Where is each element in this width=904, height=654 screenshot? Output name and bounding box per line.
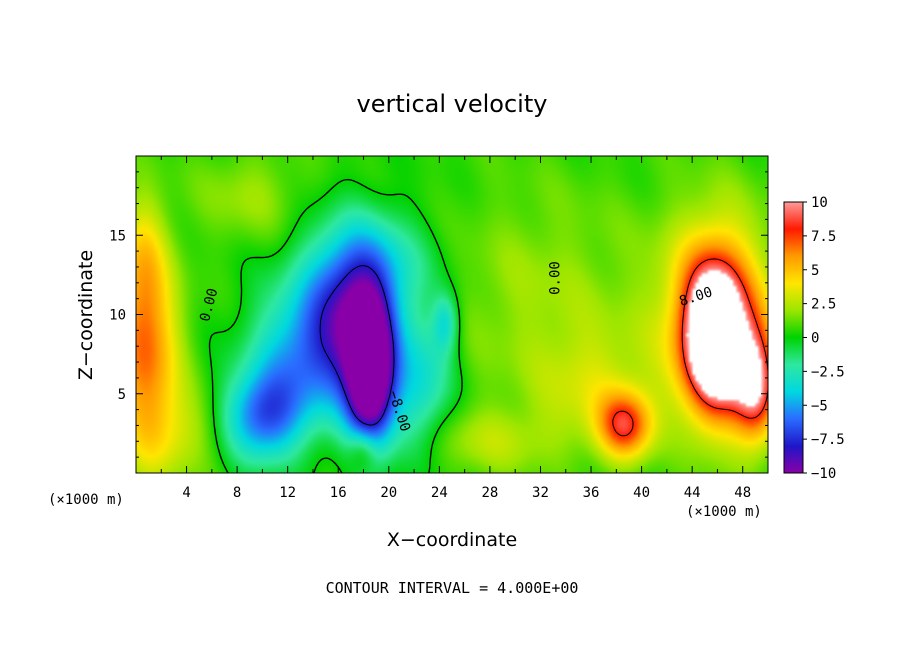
y-axis-ticks: 5 10 15 bbox=[109, 171, 768, 458]
x-tick-label: 8 bbox=[233, 485, 241, 501]
chart-title: vertical velocity bbox=[357, 90, 548, 118]
x-tick-label: 36 bbox=[583, 485, 600, 501]
colorbar-tick-label: 2.5 bbox=[811, 297, 836, 313]
y-tick-label: 5 bbox=[118, 387, 126, 403]
colorbar-tick-label: 7.5 bbox=[811, 229, 836, 245]
x-tick-label: 20 bbox=[380, 485, 397, 501]
colorbar-tick-label: −10 bbox=[811, 466, 836, 482]
contour-label: 0.00 bbox=[548, 261, 564, 295]
contour-interval-text: CONTOUR INTERVAL = 4.000E+00 bbox=[326, 579, 579, 597]
colorbar-tick-label: 10 bbox=[811, 195, 828, 211]
y-tick-label: 15 bbox=[109, 228, 126, 244]
x-tick-label: 16 bbox=[330, 485, 347, 501]
x-tick-label: 24 bbox=[431, 485, 448, 501]
x-tick-label: 12 bbox=[279, 485, 296, 501]
x-tick-label: 32 bbox=[532, 485, 549, 501]
x-unit-right: (×1000 m) bbox=[686, 504, 762, 520]
colorbar-tick-label: 5 bbox=[811, 263, 819, 279]
y-axis-label: Z−coordinate bbox=[75, 250, 97, 380]
contour-line-neg bbox=[319, 265, 395, 426]
x-tick-label: 28 bbox=[481, 485, 498, 501]
contour-lines bbox=[208, 178, 768, 473]
x-tick-label: 40 bbox=[633, 485, 650, 501]
colorbar-tick-label: −5 bbox=[811, 398, 828, 414]
colorbar-tick-label: −2.5 bbox=[811, 364, 845, 380]
x-unit-left: (×1000 m) bbox=[48, 492, 124, 508]
x-axis-ticks: 4 8 12 16 20 24 28 32 36 40 44 48 bbox=[160, 156, 751, 501]
x-tick-label: 4 bbox=[182, 485, 190, 501]
x-tick-label: 48 bbox=[734, 485, 751, 501]
y-tick-label: 10 bbox=[109, 308, 126, 324]
colorbar bbox=[783, 201, 804, 474]
x-tick-label: 44 bbox=[684, 485, 701, 501]
colorbar-ticks: 10 7.5 5 2.5 0 −2.5 −5 −7.5 −10 bbox=[803, 195, 845, 482]
velocity-heatmap bbox=[136, 156, 768, 473]
colorbar-tick-label: −7.5 bbox=[811, 432, 845, 448]
contour-line-zero bbox=[208, 178, 463, 473]
x-axis-label: X−coordinate bbox=[387, 529, 517, 551]
colorbar-tick-label: 0 bbox=[811, 331, 819, 347]
